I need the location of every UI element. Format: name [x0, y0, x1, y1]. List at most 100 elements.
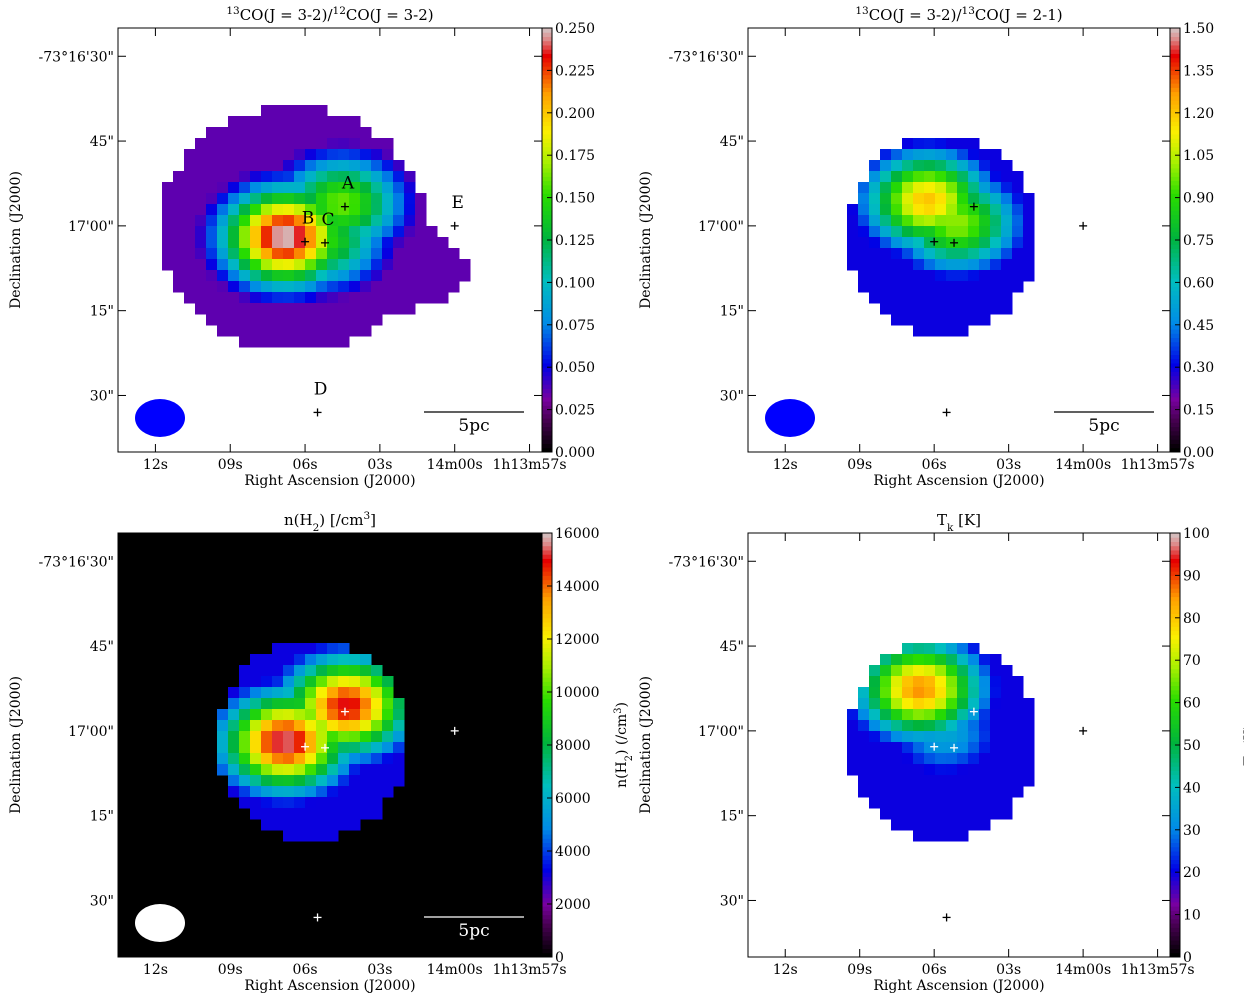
colorbar-step — [1170, 117, 1180, 122]
colorbar-step — [1170, 918, 1180, 924]
colorbar-tick-label: 0.125 — [555, 233, 595, 249]
map-pixel — [902, 138, 914, 150]
colorbar-step — [542, 354, 552, 360]
map-pixel — [294, 182, 306, 194]
colorbar-step — [542, 167, 552, 173]
colorbar-step — [1170, 923, 1180, 928]
colorbar-step — [1170, 295, 1180, 300]
map-pixel — [349, 138, 361, 150]
map-pixel — [250, 797, 262, 809]
map-pixel — [968, 248, 980, 260]
map-pixel — [206, 149, 218, 161]
map-pixel — [891, 753, 903, 765]
colorbar-step — [1170, 901, 1180, 907]
colorbar-step — [542, 931, 552, 937]
map-pixel — [891, 709, 903, 721]
map-pixel — [316, 819, 328, 831]
x-tick-label: 12s — [143, 962, 168, 978]
map-pixel — [935, 292, 947, 304]
map-pixel — [979, 204, 991, 216]
colorbar-tick-label: 8000 — [555, 738, 591, 754]
map-pixel — [448, 281, 460, 293]
map-pixel — [294, 709, 306, 721]
colorbar-step — [542, 295, 552, 300]
map-pixel — [272, 819, 284, 831]
map-pixel — [858, 193, 870, 205]
colorbar-step — [1170, 651, 1180, 657]
map-pixel — [272, 237, 284, 249]
map-pixel — [946, 193, 958, 205]
map-pixel — [1012, 204, 1024, 216]
colorbar-step — [1170, 112, 1180, 118]
colorbar-step — [542, 702, 552, 708]
map-pixel — [426, 226, 438, 238]
map-pixel — [239, 775, 251, 787]
colorbar-step — [1170, 613, 1180, 619]
map-pixel — [173, 204, 185, 216]
map-pixel — [206, 248, 218, 260]
colorbar-step — [542, 278, 552, 283]
map-pixel — [979, 314, 991, 326]
map-pixel — [924, 325, 936, 337]
map-pixel — [382, 676, 394, 688]
map-pixel — [283, 786, 295, 798]
colorbar-step — [542, 307, 552, 313]
colorbar: 0.0000.0250.0500.0750.1000.1250.1500.175… — [541, 21, 595, 461]
map-pixel — [957, 149, 969, 161]
map-pixel — [327, 687, 339, 699]
map-pixel — [283, 292, 295, 304]
map-pixel — [316, 160, 328, 172]
colorbar-tick-label: 0.000 — [555, 445, 595, 461]
colorbar-step — [1170, 189, 1180, 194]
beam-ellipse — [765, 399, 815, 437]
map-pixel — [1001, 270, 1013, 282]
map-pixel — [902, 753, 914, 765]
map-pixel — [891, 742, 903, 754]
colorbar-step — [1170, 244, 1180, 249]
map-pixel — [272, 171, 284, 183]
map-pixel — [990, 215, 1002, 227]
colorbar-step — [542, 422, 552, 428]
map-pixel — [946, 775, 958, 787]
map-pixel — [371, 160, 383, 172]
colorbar-step — [542, 829, 552, 835]
map-pixel — [272, 270, 284, 282]
colorbar-step — [542, 155, 552, 160]
colorbar-step — [542, 261, 552, 266]
map-pixel — [195, 160, 207, 172]
colorbar-step — [1170, 346, 1180, 351]
map-pixel — [316, 314, 328, 326]
colorbar-step — [1170, 443, 1180, 449]
map-pixel — [1001, 281, 1013, 293]
colorbar-step — [542, 121, 552, 127]
colorbar-step — [1170, 719, 1180, 725]
map-pixel — [957, 753, 969, 765]
colorbar-step — [1170, 723, 1180, 729]
colorbar-step — [1170, 537, 1180, 542]
map-pixel — [979, 215, 991, 227]
colorbar-step — [1170, 914, 1180, 920]
map-pixel — [382, 215, 394, 227]
map-pixel — [250, 248, 262, 260]
map-pixel — [371, 687, 383, 699]
map-pixel — [228, 116, 240, 128]
colorbar-step — [542, 863, 552, 869]
colorbar-step — [1170, 829, 1180, 835]
x-tick-label: 14m00s — [1055, 962, 1111, 978]
map-pixel — [404, 292, 416, 304]
map-pixel — [239, 270, 251, 282]
map-pixel — [382, 149, 394, 161]
map-pixel — [404, 204, 416, 216]
map-pixel — [217, 149, 229, 161]
map-pixel — [1001, 742, 1013, 754]
map-pixel — [349, 731, 361, 743]
map-pixel — [217, 182, 229, 194]
map-pixel — [858, 709, 870, 721]
map-pixel — [206, 292, 218, 304]
map-pixel — [913, 314, 925, 326]
map-pixel — [195, 248, 207, 260]
map-pixel — [294, 259, 306, 271]
colorbar-step — [1170, 172, 1180, 177]
map-pixel — [327, 731, 339, 743]
colorbar-step — [1170, 808, 1180, 814]
